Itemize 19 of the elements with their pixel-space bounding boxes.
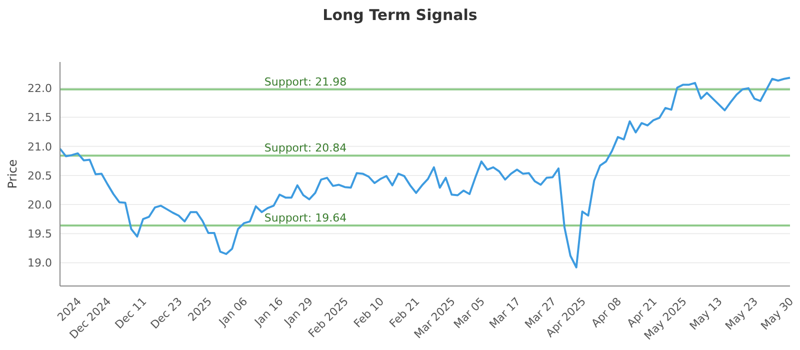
x-tick-label: Dec 11 bbox=[112, 294, 150, 332]
line-series bbox=[59, 76, 791, 268]
x-tick-label: Jan 06 bbox=[216, 294, 250, 330]
x-tick-label: Mar 17 bbox=[486, 294, 524, 332]
x-tick-label: Feb 10 bbox=[351, 294, 387, 330]
y-tick-label: 19.0 bbox=[28, 256, 52, 270]
x-tick-label: Dec 23 bbox=[148, 294, 185, 332]
x-tick-label: Apr 08 bbox=[588, 294, 624, 330]
ref-line-label: Support: 19.64 bbox=[264, 211, 347, 224]
y-axis-title: Price bbox=[5, 159, 20, 189]
y-tick-label: 20.5 bbox=[28, 169, 52, 182]
ref-line-label: Support: 20.84 bbox=[264, 142, 347, 155]
y-tick-label: 19.5 bbox=[28, 228, 52, 241]
y-tick-label: 21.0 bbox=[28, 140, 52, 154]
y-tick-label: 20.0 bbox=[28, 198, 52, 212]
y-tick-label: 22.0 bbox=[28, 82, 52, 96]
ref-line-label: Support: 21.98 bbox=[264, 75, 347, 88]
y-tick-label: 21.5 bbox=[28, 111, 52, 124]
chart-title: Long Term Signals bbox=[322, 6, 478, 24]
